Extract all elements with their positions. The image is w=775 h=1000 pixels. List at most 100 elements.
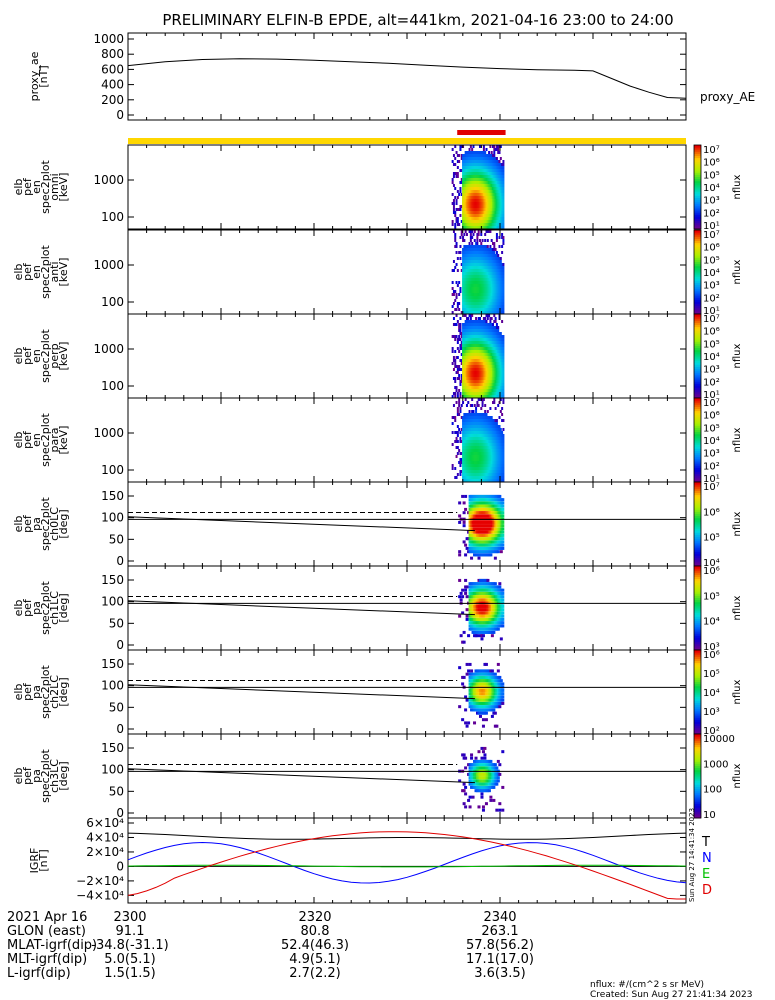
spectrogram-cell	[475, 269, 478, 272]
spectrogram-cell	[501, 320, 504, 323]
spectrogram-cell	[489, 278, 492, 281]
spectrogram-cell	[476, 223, 479, 226]
spectrogram-cell	[486, 187, 489, 190]
spectrogram-cell	[465, 184, 468, 187]
spectrogram-cell	[493, 242, 496, 245]
spectrogram-cell	[497, 287, 500, 290]
spectrogram-cell	[501, 383, 504, 386]
spectrogram-cell	[472, 254, 475, 257]
spectrogram-cell	[488, 476, 491, 479]
spectrogram-cell	[498, 464, 501, 467]
spectrogram-cell	[484, 371, 487, 374]
spectrogram-cell	[472, 344, 475, 347]
spectrogram-cell	[484, 392, 487, 395]
spectrogram-cell	[498, 266, 501, 269]
spectrogram-cell	[502, 395, 505, 398]
spectrogram-cell	[469, 458, 472, 461]
spectrogram-cell	[489, 320, 492, 323]
spectrogram-cell	[463, 476, 466, 479]
spectrogram-cell	[473, 428, 476, 431]
spectrogram-cell	[475, 248, 478, 251]
spectrogram-cell	[492, 178, 495, 181]
spectrogram-cell	[502, 178, 505, 181]
spectrogram-cell	[486, 205, 489, 208]
colorbar-cell	[694, 205, 701, 209]
colorbar-tick-label: 10²	[703, 208, 720, 219]
spectrogram-cell	[497, 290, 500, 293]
spectrogram-cell	[497, 452, 500, 455]
spectrogram-cell	[492, 455, 495, 458]
spectrogram-cell	[464, 260, 467, 263]
spectrogram-cell	[468, 455, 471, 458]
spectrogram-cell	[489, 272, 492, 275]
spectrogram-cell	[497, 184, 500, 187]
pitch-angle-cell	[501, 591, 505, 595]
spectrogram-cell	[481, 413, 484, 416]
spectrogram-cell	[495, 464, 498, 467]
spectrogram-cell	[468, 326, 471, 329]
spectrogram-cell	[482, 263, 485, 266]
spectrogram-cell	[473, 425, 476, 428]
spectrogram-cell	[501, 338, 504, 341]
spectrogram-cell	[484, 359, 487, 362]
spectrogram-cell	[469, 257, 472, 260]
spectrogram-cell	[462, 160, 465, 163]
spectrogram-cell	[464, 178, 467, 181]
axis-label: en	[30, 180, 43, 194]
spectrogram-cell	[468, 389, 471, 392]
spectrogram-cell	[501, 233, 504, 236]
spectrogram-cell	[485, 263, 488, 266]
spectrogram-cell	[493, 148, 496, 151]
spectrogram-cell	[463, 392, 466, 395]
axis-label: spec2plot	[39, 413, 52, 467]
spectrogram-cell	[477, 332, 480, 335]
spectrogram-cell	[495, 269, 498, 272]
spectrogram-cell	[463, 314, 466, 317]
spectrogram-cell	[475, 214, 478, 217]
spectrogram-cell	[480, 181, 483, 184]
spectrogram-cell	[471, 353, 474, 356]
spectrogram-cell	[472, 311, 475, 314]
spectrogram-cell	[482, 452, 485, 455]
spectrogram-cell	[490, 169, 493, 172]
spectrogram-cell	[468, 410, 471, 413]
spectrogram-cell	[454, 214, 457, 217]
spectrogram-cell	[472, 410, 475, 413]
spectrogram-cell	[465, 296, 468, 299]
spectrogram-cell	[475, 350, 478, 353]
spectrogram-cell	[455, 365, 458, 368]
colorbar-tick-label: 10¹	[703, 221, 720, 232]
spectrogram-cell	[462, 302, 465, 305]
spectrogram-cell	[471, 211, 474, 214]
colorbar-cell	[694, 412, 701, 416]
spectrogram-cell	[494, 353, 497, 356]
colorbar-cell	[694, 311, 701, 315]
spectrogram-cell	[475, 371, 478, 374]
spectrogram-cell	[469, 236, 472, 239]
spectrogram-cell	[481, 476, 484, 479]
spectrogram-cell	[459, 214, 462, 217]
colorbar-cell	[694, 563, 701, 567]
spectrogram-cell	[473, 302, 476, 305]
colorbar-cell	[694, 145, 701, 148]
spectrogram-cell	[488, 296, 491, 299]
spectrogram-cell	[464, 217, 467, 220]
colorbar-cell	[694, 561, 701, 565]
colorbar-cell	[694, 540, 701, 544]
spectrogram-cell	[495, 449, 498, 452]
spectrogram-cell	[482, 217, 485, 220]
spectrogram-cell	[463, 422, 466, 425]
spectrogram-cell	[486, 332, 489, 335]
spectrogram-cell	[493, 166, 496, 169]
colorbar-cell	[694, 500, 701, 504]
spectrogram-cell	[452, 317, 455, 320]
spectrogram-cell	[482, 245, 485, 248]
spectrogram-cell	[490, 266, 493, 269]
spectrogram-cell	[495, 452, 498, 455]
spectrogram-cell	[473, 269, 476, 272]
spectrogram-cell	[501, 199, 504, 202]
spectrogram-cell	[501, 287, 504, 290]
spectrogram-cell	[498, 199, 501, 202]
spectrogram-cell	[485, 281, 488, 284]
spectrogram-cell	[478, 220, 481, 223]
